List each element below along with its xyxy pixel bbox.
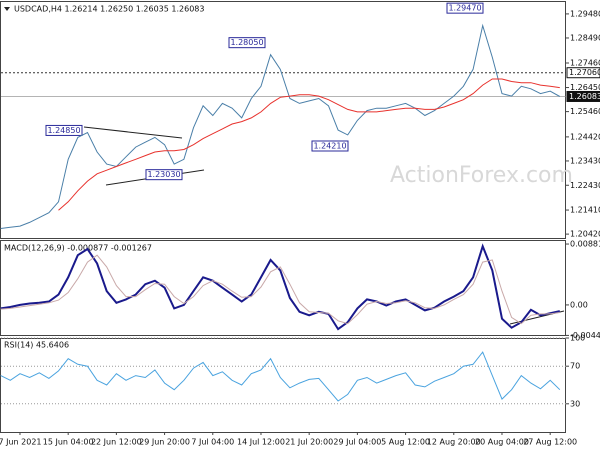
x-tick-label: 22 Jun 12:00 — [91, 438, 142, 447]
x-tick-label: 15 Jun 04:00 — [43, 438, 94, 447]
annotation-box — [311, 140, 349, 152]
x-tick-label: 5 Aug 12:00 — [381, 438, 430, 447]
y-tick-label: 1.26450 — [570, 83, 600, 92]
y-tick-label: -0.004416 — [570, 331, 600, 340]
x-tick-label: 7 Jul 04:00 — [191, 438, 234, 447]
annotation: 1.23030 — [147, 170, 180, 179]
annotation-box — [228, 37, 266, 49]
y-tick-label: 1.22430 — [570, 181, 600, 190]
annotation-box — [145, 169, 183, 181]
y-tick-label: 0.00 — [570, 300, 588, 309]
price-label: 1.27060 — [569, 68, 600, 77]
annotation: 1.24850 — [47, 126, 80, 135]
series-line — [0, 243, 561, 331]
y-tick-label: 30 — [570, 399, 580, 408]
y-tick-label: 1.20420 — [570, 230, 600, 239]
annotation: 1.29470 — [448, 4, 481, 13]
y-tick-label: 1.27460 — [570, 59, 600, 68]
macd-panel — [0, 240, 566, 336]
x-tick-label: 27 Aug 12:00 — [523, 438, 577, 447]
annotation: 1.24210 — [313, 141, 346, 150]
x-tick-label: 12 Aug 20:00 — [427, 438, 481, 447]
annotation-box — [446, 2, 484, 14]
chart-title: USDCAD,H4 1.26214 1.26250 1.26035 1.2608… — [14, 5, 204, 14]
x-tick-label: 29 Jun 20:00 — [139, 438, 190, 447]
y-tick-label: 100 — [570, 334, 585, 343]
series-line — [0, 254, 560, 325]
x-tick-label: 21 Jul 20:00 — [285, 438, 333, 447]
macd-title: MACD(12,26,9) -0.000877 -0.001267 — [4, 244, 152, 253]
y-tick-label: 1.24420 — [570, 132, 600, 141]
trend-line — [83, 126, 183, 139]
rsi-title: RSI(14) 45.6406 — [4, 341, 69, 350]
series-line — [0, 351, 561, 402]
series-line — [58, 78, 560, 211]
y-tick-label: 70 — [570, 362, 580, 371]
x-tick-label: 20 Aug 04:00 — [475, 438, 529, 447]
series-line — [0, 23, 561, 229]
price-panel — [0, 1, 566, 239]
x-tick-label: 14 Jul 12:00 — [237, 438, 285, 447]
y-tick-label: 0.008816 — [570, 240, 600, 249]
watermark: ActionForex.com — [390, 163, 573, 188]
annotation: 1.28050 — [230, 38, 263, 47]
y-tick-label: 1.28490 — [570, 33, 600, 42]
price-label-box — [566, 90, 600, 102]
price-label-box — [566, 67, 600, 79]
x-tick-label: 29 Jul 04:00 — [333, 438, 381, 447]
y-tick-label: 1.25460 — [570, 107, 600, 116]
y-tick-label: 1.29480 — [570, 9, 600, 18]
title-marker — [4, 7, 10, 11]
y-tick-label: 1.21410 — [570, 206, 600, 215]
annotation-box — [45, 124, 83, 136]
price-label: 1.26083 — [569, 92, 600, 101]
y-tick-label: 1.23430 — [570, 156, 600, 165]
x-tick-label: 7 Jun 2021 — [0, 438, 42, 447]
